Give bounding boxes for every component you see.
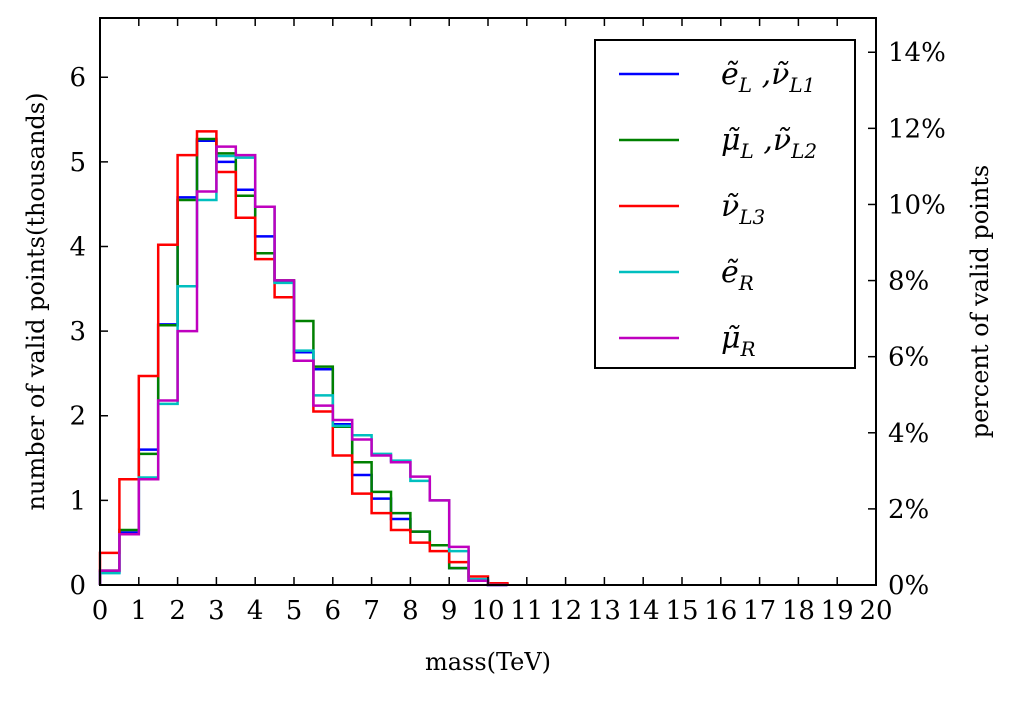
legend-box [594, 39, 856, 369]
y-tick-label: 0 [69, 571, 86, 601]
y-tick-label: 4 [69, 232, 86, 262]
y2-tick-label: 4% [888, 419, 929, 449]
x-tick-label: 11 [510, 596, 543, 626]
y2-tick-label: 8% [888, 267, 929, 297]
x-tick-label: 8 [402, 596, 419, 626]
series-line-2 [98, 130, 509, 585]
y2-tick-label: 12% [888, 114, 946, 144]
x-tick-label: 10 [471, 596, 504, 626]
x-tick-label: 13 [588, 596, 621, 626]
y-tick-label: 6 [69, 63, 86, 93]
x-tick-label: 16 [704, 596, 737, 626]
x-tick-label: 2 [169, 596, 186, 626]
y-tick-label: 2 [69, 402, 86, 432]
x-tick-label: 5 [286, 596, 303, 626]
series-line-0 [98, 139, 508, 587]
x-tick-label: 17 [743, 596, 776, 626]
y-axis-title: number of valid points(thousands) [22, 93, 50, 511]
x-tick-label: 9 [441, 596, 458, 626]
x-tick-label: 7 [363, 596, 380, 626]
x-tick-label: 18 [782, 596, 815, 626]
y2-axis-title: percent of valid points [966, 165, 994, 439]
legend-label: μ̃R [721, 321, 756, 361]
series-line-1 [98, 137, 509, 586]
x-tick-label: 19 [821, 596, 854, 626]
y-tick-label: 1 [69, 486, 86, 516]
legend: ẽL ,ν̃L1 μ̃L ,ν̃L2 ν̃L3 ẽR μ̃R [594, 39, 856, 369]
y2-tick-label: 6% [888, 343, 929, 373]
x-tick-label: 12 [549, 596, 582, 626]
series-line-4 [98, 145, 508, 587]
x-tick-label: 0 [92, 596, 109, 626]
y2-tick-label: 14% [888, 38, 946, 68]
x-axis-title: mass(TeV) [425, 648, 551, 676]
x-tick-label: 4 [247, 596, 264, 626]
x-tick-label: 6 [325, 596, 342, 626]
x-tick-label: 15 [665, 596, 698, 626]
ticks-layer: 0 1 2 3 4 5 6 7 8 9 10 11 12 13 14 15 16 17 18 19 2001234560… [69, 18, 946, 626]
x-tick-label: 20 [859, 596, 892, 626]
x-tick-label: 3 [208, 596, 225, 626]
legend-label: μ̃L ,ν̃L2 [721, 123, 817, 163]
series-line-3 [98, 154, 508, 587]
y-tick-label: 5 [69, 148, 86, 178]
legend-label: ν̃L3 [721, 189, 765, 229]
legend-label: ẽR [721, 255, 754, 295]
x-tick-label: 14 [627, 596, 660, 626]
y2-tick-label: 2% [888, 495, 929, 525]
y-tick-label: 3 [69, 317, 86, 347]
legend-label: ẽL ,ν̃L1 [721, 57, 815, 97]
x-tick-label: 1 [131, 596, 148, 626]
y2-tick-label: 10% [888, 190, 946, 220]
y2-tick-label: 0% [888, 571, 929, 601]
series-layer [98, 130, 509, 587]
